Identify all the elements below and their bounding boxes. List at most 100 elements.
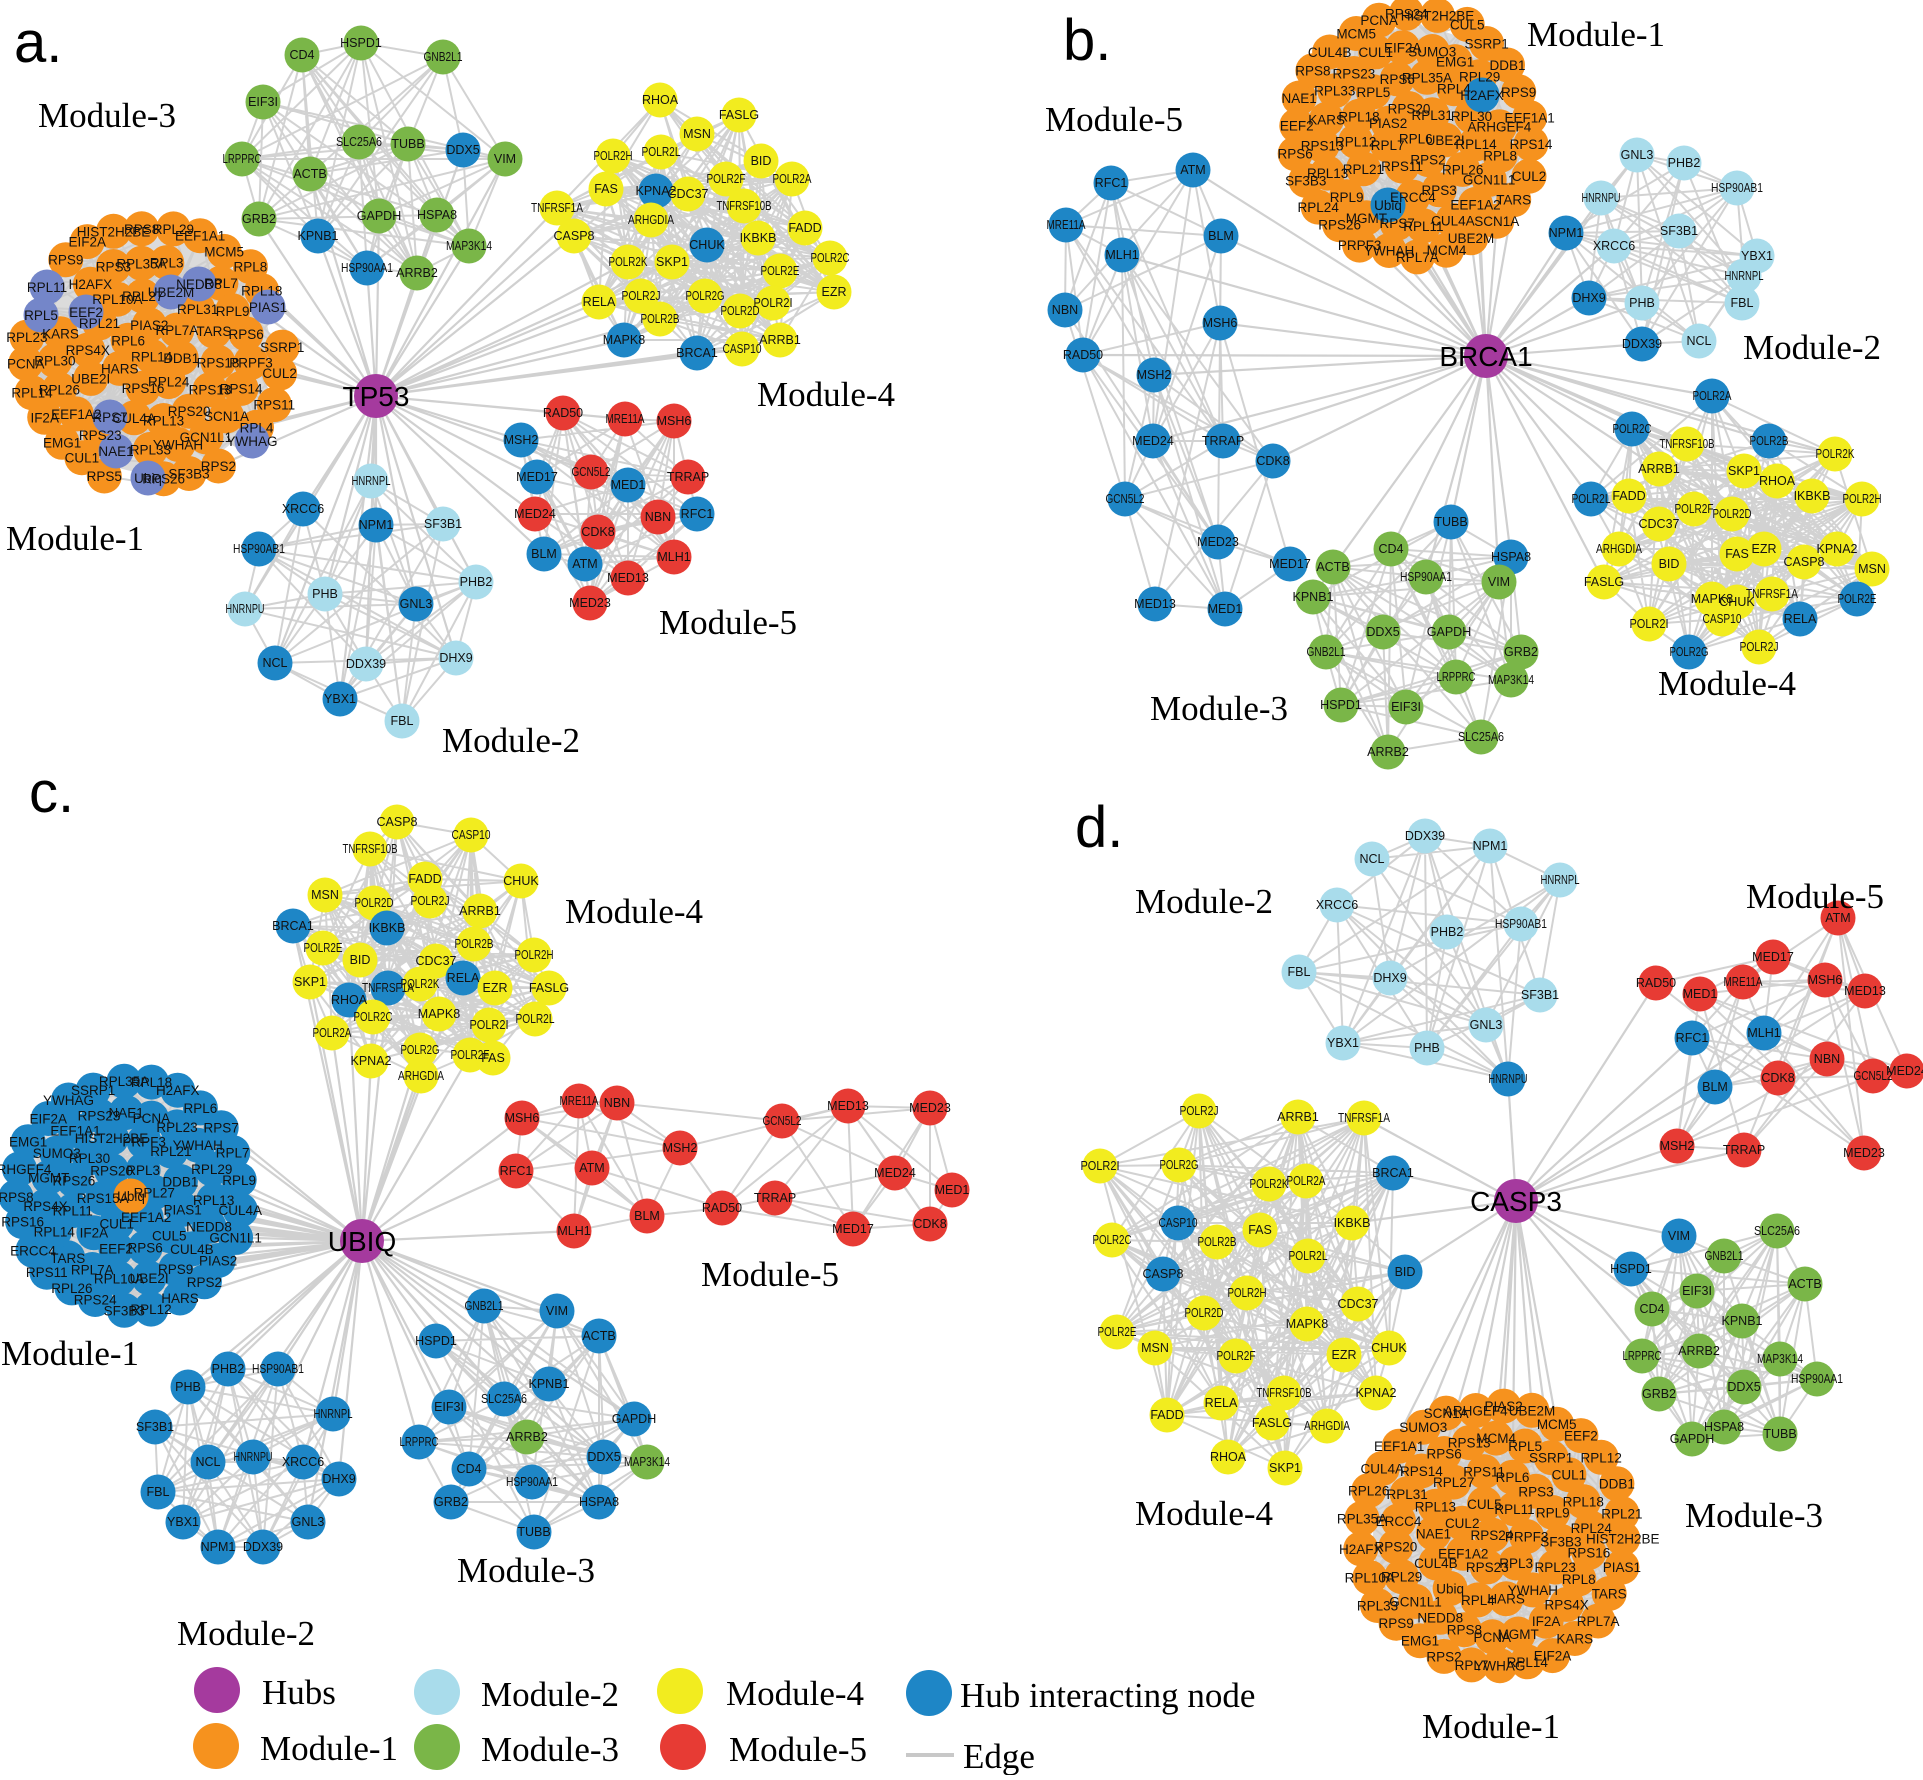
svg-text:RPS2: RPS2 [1426, 1649, 1461, 1664]
svg-text:ACTB: ACTB [293, 167, 326, 181]
svg-text:CHUK: CHUK [1371, 1341, 1407, 1355]
svg-text:Module-4: Module-4 [726, 1674, 864, 1713]
svg-text:POLR2L: POLR2L [1572, 492, 1611, 506]
svg-text:MSH6: MSH6 [505, 1111, 540, 1125]
svg-text:PHB2: PHB2 [460, 575, 493, 589]
svg-text:FADD: FADD [1612, 489, 1645, 503]
svg-text:ATM: ATM [579, 1161, 604, 1175]
svg-text:Module-1: Module-1 [1422, 1707, 1560, 1746]
svg-text:ARRB2: ARRB2 [506, 1430, 548, 1444]
svg-text:RPL11: RPL11 [1494, 1502, 1534, 1517]
svg-text:RPL12: RPL12 [130, 1302, 171, 1317]
svg-text:Module-5: Module-5 [659, 603, 797, 642]
svg-text:MSN: MSN [1141, 1341, 1169, 1355]
svg-text:SCN1A: SCN1A [204, 409, 249, 424]
svg-text:VIM: VIM [1668, 1229, 1690, 1243]
svg-text:POLR2E: POLR2E [304, 941, 343, 955]
svg-text:POLR2D: POLR2D [1713, 507, 1752, 521]
svg-text:POLR2F: POLR2F [1217, 1349, 1256, 1363]
svg-text:BRCA1: BRCA1 [272, 919, 314, 933]
svg-text:RPL26: RPL26 [1442, 162, 1483, 177]
svg-text:MED23: MED23 [909, 1101, 951, 1115]
svg-text:POLR2I: POLR2I [1081, 1159, 1120, 1173]
svg-text:MRE11A: MRE11A [1047, 218, 1087, 232]
svg-text:NCL: NCL [1686, 334, 1711, 348]
svg-text:RPL30: RPL30 [1451, 109, 1492, 124]
svg-text:RPS3: RPS3 [1518, 1484, 1553, 1499]
svg-text:POLR2I: POLR2I [1630, 617, 1669, 631]
svg-text:DDX5: DDX5 [1366, 625, 1399, 639]
svg-text:FAS: FAS [1725, 547, 1749, 561]
svg-text:ARRB2: ARRB2 [396, 266, 438, 280]
svg-text:Module-2: Module-2 [481, 1675, 619, 1714]
svg-text:POLR2B: POLR2B [1198, 1235, 1237, 1249]
svg-text:HNRNPU: HNRNPU [1489, 1072, 1528, 1086]
svg-text:FAS: FAS [481, 1051, 505, 1065]
svg-text:MED17: MED17 [516, 470, 558, 484]
svg-text:FBL: FBL [147, 1485, 170, 1499]
svg-text:CD4: CD4 [1639, 1302, 1664, 1316]
svg-text:NEDD8: NEDD8 [1417, 1610, 1463, 1625]
svg-text:ARRB1: ARRB1 [1277, 1110, 1319, 1124]
svg-text:RHOA: RHOA [642, 93, 679, 107]
svg-text:MCM5: MCM5 [1336, 27, 1376, 42]
svg-text:RPL14: RPL14 [34, 1225, 76, 1240]
svg-text:SLC25A6: SLC25A6 [481, 1392, 527, 1406]
svg-text:GNB2L1: GNB2L1 [1307, 645, 1346, 659]
svg-text:RPS4X: RPS4X [1544, 1597, 1588, 1612]
svg-text:MED17: MED17 [1269, 557, 1311, 571]
svg-text:SKP1: SKP1 [1269, 1461, 1301, 1475]
svg-text:TNFRSF10B: TNFRSF10B [1257, 1386, 1312, 1400]
svg-text:RPS5: RPS5 [1380, 72, 1415, 87]
svg-text:XRCC6: XRCC6 [282, 502, 324, 516]
svg-text:GRB2: GRB2 [242, 212, 276, 226]
svg-text:HNRNPU: HNRNPU [1582, 191, 1621, 205]
svg-text:TUBB: TUBB [391, 137, 424, 151]
svg-text:RFC1: RFC1 [681, 507, 714, 521]
svg-text:FBL: FBL [1288, 965, 1311, 979]
svg-text:MED1: MED1 [1208, 602, 1243, 616]
svg-text:NBN: NBN [604, 1096, 630, 1110]
svg-text:RPS9: RPS9 [1501, 85, 1536, 100]
svg-text:POLR2I: POLR2I [470, 1018, 509, 1032]
svg-text:MSH6: MSH6 [1808, 973, 1843, 987]
svg-text:ARHGDIA: ARHGDIA [628, 213, 675, 227]
svg-text:XRCC6: XRCC6 [282, 1455, 324, 1469]
svg-text:DDX5: DDX5 [587, 1450, 620, 1464]
svg-text:POLR2H: POLR2H [515, 948, 554, 962]
svg-text:TARS: TARS [1592, 1587, 1627, 1602]
svg-text:RPS9: RPS9 [1378, 1616, 1413, 1631]
svg-text:GNL3: GNL3 [400, 597, 433, 611]
svg-text:EEF1A2: EEF1A2 [1438, 1546, 1488, 1561]
svg-text:TRRAP: TRRAP [1723, 1143, 1765, 1157]
svg-text:MED24: MED24 [874, 1166, 916, 1180]
svg-text:CHUK: CHUK [689, 238, 725, 252]
svg-text:KARS: KARS [1556, 1632, 1593, 1647]
svg-text:MSH6: MSH6 [1203, 316, 1238, 330]
svg-text:POLR2F: POLR2F [707, 172, 746, 186]
svg-text:ARRB2: ARRB2 [1367, 745, 1409, 759]
svg-text:POLR2C: POLR2C [1093, 1233, 1132, 1247]
svg-text:POLR2D: POLR2D [721, 304, 760, 318]
svg-text:RPL9: RPL9 [1330, 190, 1364, 205]
svg-text:CD4: CD4 [456, 1462, 481, 1476]
svg-text:RPS13: RPS13 [189, 383, 232, 398]
svg-text:RPL9: RPL9 [1536, 1506, 1570, 1521]
svg-text:Module-3: Module-3 [1685, 1496, 1823, 1535]
svg-text:UBIQ: UBIQ [328, 1226, 396, 1257]
svg-text:DHX9: DHX9 [1572, 291, 1605, 305]
svg-text:RPS23: RPS23 [1466, 1560, 1509, 1575]
svg-text:POLR2H: POLR2H [1228, 1286, 1267, 1300]
svg-text:CUL1: CUL1 [99, 1216, 134, 1231]
svg-text:Module-4: Module-4 [565, 892, 703, 931]
svg-text:RPS5: RPS5 [87, 469, 122, 484]
svg-text:MED1: MED1 [1683, 987, 1718, 1001]
svg-text:POLR2J: POLR2J [1740, 640, 1779, 654]
svg-text:SF3B1: SF3B1 [1660, 224, 1698, 238]
svg-text:CUL1: CUL1 [1552, 1468, 1587, 1483]
svg-text:POLR2L: POLR2L [516, 1012, 555, 1026]
svg-text:ATM: ATM [572, 557, 597, 571]
svg-text:SSRP1: SSRP1 [1464, 37, 1508, 52]
svg-text:FADD: FADD [788, 221, 821, 235]
svg-text:MAP3K14: MAP3K14 [1757, 1352, 1803, 1366]
